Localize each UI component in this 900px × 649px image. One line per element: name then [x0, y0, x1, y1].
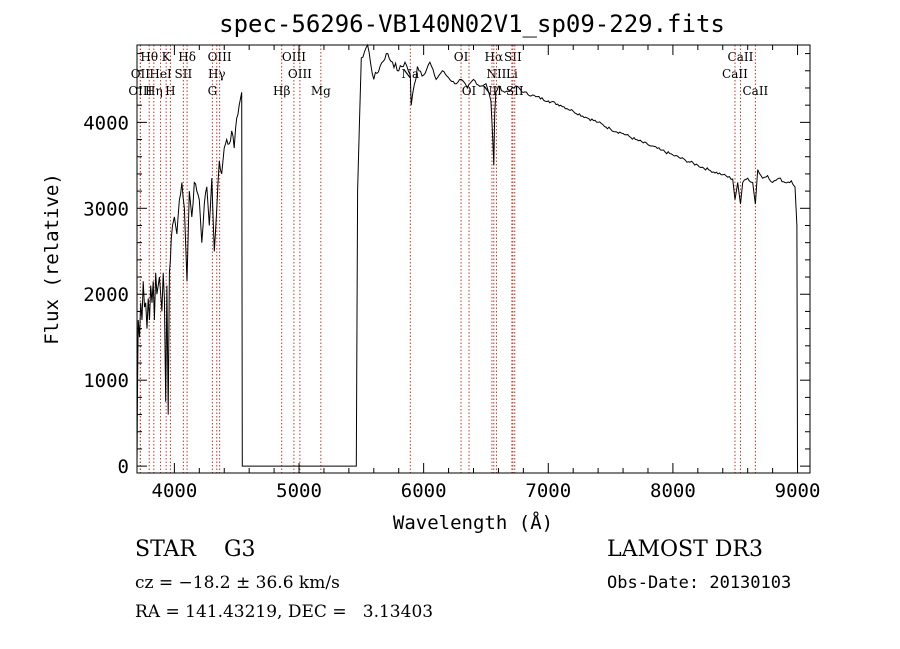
line-marker-label-20: SII: [504, 50, 522, 64]
line-marker-label-16: Na: [401, 67, 419, 81]
redshift-readout: cz = −18.2 ± 36.6 km/s: [135, 573, 340, 593]
line-marker-label-0: Hθ: [140, 50, 158, 64]
x-axis-label: Wavelength (Å): [393, 511, 553, 534]
y-tick-label-4: 4000: [83, 112, 129, 134]
line-marker-label-14: OIII: [288, 67, 312, 81]
coordinates-readout: RA = 141.43219, DEC = 3.13403: [135, 602, 434, 622]
line-marker-label-13: OIII: [282, 50, 306, 64]
line-marker-label-10: Hγ: [208, 67, 226, 81]
obs-date: Obs-Date: 20130103: [607, 573, 792, 593]
line-marker-label-22: Li: [506, 67, 518, 81]
plot-frame: [136, 44, 811, 474]
line-marker-label-19: Hα: [485, 50, 504, 64]
line-marker-label-17: OI: [454, 50, 469, 64]
line-marker-label-8: SII: [175, 67, 193, 81]
x-tick-label-2: 6000: [401, 480, 447, 502]
series-line-0: [136, 43, 798, 467]
line-marker-label-11: G: [208, 84, 218, 98]
axis-ticks: 4000 5000 6000 7000 8000 9000 0 1000 2000 3000 400…: [83, 45, 820, 502]
x-tick-label-5: 9000: [775, 480, 821, 502]
y-axis-label: Flux (relative): [41, 173, 63, 345]
line-marker-label-21: NII: [486, 67, 506, 81]
line-marker-label-2: OIII: [128, 84, 152, 98]
object-class: STAR G3: [135, 537, 256, 562]
line-marker-label-3: Hη: [145, 84, 163, 98]
line-marker-label-12: Hβ: [273, 84, 290, 98]
line-marker-label-18: OI: [462, 84, 477, 98]
x-tick-label-3: 7000: [525, 480, 571, 502]
line-marker-label-24: SII: [506, 84, 524, 98]
line-marker-label-6: H: [165, 84, 175, 98]
line-marker-label-25: CaII: [728, 50, 754, 64]
line-marker-label-4: K: [162, 50, 172, 64]
subclass-label: G3: [223, 537, 256, 562]
line-marker-label-15: Mg: [311, 84, 331, 98]
line-marker-label-26: CaII: [722, 67, 748, 81]
flux-series: [136, 43, 798, 467]
x-tick-label-4: 8000: [650, 480, 696, 502]
line-marker-label-5: HeI: [149, 67, 172, 81]
x-tick-label-0: 4000: [152, 480, 198, 502]
line-marker-label-7: Hδ: [178, 50, 196, 64]
y-tick-label-1: 1000: [83, 370, 129, 392]
line-marker-label-9: OIII: [208, 50, 232, 64]
y-tick-label-0: 0: [118, 456, 129, 478]
survey-label: LAMOST DR3: [607, 537, 763, 562]
y-tick-label-2: 2000: [83, 284, 129, 306]
chart-title: spec-56296-VB140N02V1_sp09-229.fits: [219, 10, 725, 38]
y-tick-label-3: 3000: [83, 198, 129, 220]
class-label: STAR: [135, 537, 196, 562]
x-tick-label-1: 5000: [276, 480, 322, 502]
line-marker-label-27: CaII: [742, 84, 768, 98]
